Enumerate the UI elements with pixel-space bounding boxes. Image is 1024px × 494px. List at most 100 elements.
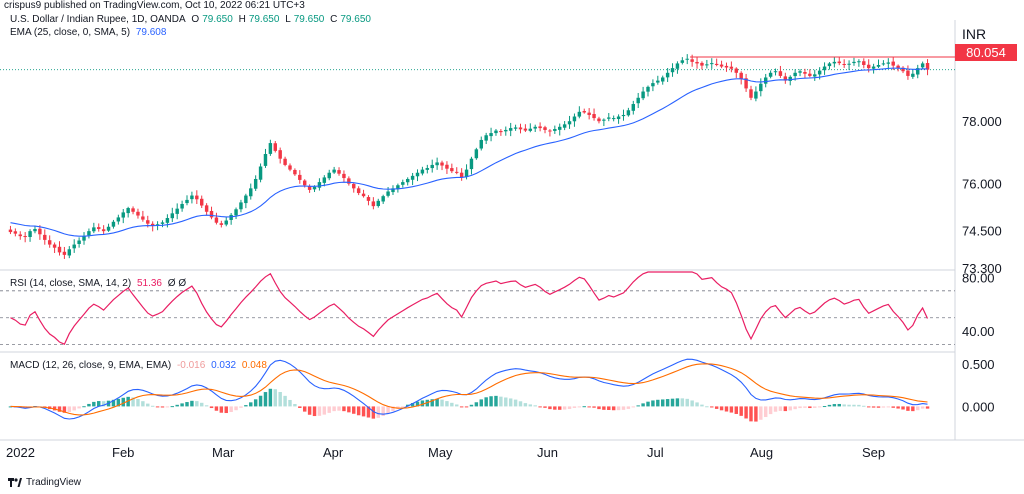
candle-down: [597, 118, 601, 122]
candle-up: [827, 63, 832, 67]
candle-down: [13, 231, 18, 234]
ema-label: EMA (25, close, 0, SMA, 5): [10, 27, 131, 38]
candle-up: [822, 66, 827, 71]
macd-hist-bar: [813, 406, 817, 408]
candle-up: [111, 221, 116, 227]
candle-up: [155, 224, 160, 226]
macd-hist-bar: [155, 406, 160, 408]
macd-hist-bar: [592, 406, 596, 408]
currency-label: INR: [962, 26, 987, 42]
candle-down: [778, 71, 783, 76]
macd-hist-bar: [72, 406, 76, 411]
candle-up: [322, 177, 327, 183]
macd-hist-bar: [778, 406, 783, 411]
candle-down: [543, 127, 547, 130]
macd-hist-bar: [479, 399, 483, 407]
candle-down: [587, 112, 591, 115]
macd-hist-bar: [700, 404, 704, 407]
macd-hist-bar: [116, 398, 121, 407]
macd-hist-bar: [572, 406, 577, 408]
macd-hist-bar: [577, 406, 582, 408]
candle-down: [925, 63, 930, 70]
candle-up: [641, 91, 645, 99]
macd-hist-bar: [165, 406, 170, 408]
macd-hist-bar: [273, 389, 277, 407]
macd-hist-bar: [607, 406, 611, 410]
macd-hist-bar: [62, 406, 67, 413]
candle-up: [670, 68, 675, 73]
candle-up: [857, 61, 861, 63]
macd-hist-bar: [322, 406, 327, 415]
candle-up: [396, 185, 400, 190]
macd-hist-bar: [150, 405, 155, 407]
macd-hist-bar: [906, 406, 910, 411]
candle-up: [621, 114, 626, 117]
macd-hist-bar: [484, 397, 488, 407]
candle-down: [278, 150, 282, 159]
macd-hist-bar: [920, 406, 925, 409]
candle-down: [43, 234, 47, 240]
ema-value: 79.608: [135, 27, 167, 38]
candle-up: [876, 64, 881, 67]
macd-hist-bar: [52, 406, 57, 411]
candle-up: [661, 77, 665, 82]
rsi-line: [10, 271, 929, 345]
candle-down: [862, 61, 866, 65]
macd-hist-bar: [665, 399, 670, 407]
macd-hist-bar: [146, 403, 150, 407]
candle-up: [464, 169, 469, 177]
candle-down: [803, 72, 807, 74]
macd-hist-bar: [469, 404, 474, 407]
candle-down: [219, 223, 224, 225]
macd-hist-bar: [523, 403, 528, 407]
tradingview-logo-icon: [8, 478, 22, 487]
macd-hist-bar: [876, 406, 881, 408]
macd-hist-bar: [783, 406, 788, 412]
macd-hist-bar: [258, 395, 263, 407]
candle-up: [847, 63, 851, 65]
candle-down: [200, 198, 204, 206]
candle-up: [680, 60, 685, 63]
candle-down: [582, 111, 586, 113]
candle-up: [72, 244, 76, 249]
grid-layer: [0, 20, 1024, 441]
candle-up: [239, 202, 243, 210]
candle-down: [101, 229, 106, 232]
candle-up: [185, 199, 189, 204]
candle-up: [768, 72, 773, 77]
candle-up: [489, 133, 493, 137]
tradingview-brand-text: TradingView: [26, 477, 82, 488]
macd-hist-bar: [695, 402, 699, 407]
macd-hist-bar: [651, 400, 655, 407]
macd-hist-bar: [415, 401, 420, 407]
candle-up: [249, 188, 253, 197]
macd-hist-bar: [219, 406, 224, 413]
candle-up: [190, 195, 194, 200]
candle-up: [126, 208, 130, 214]
candle-up: [911, 73, 915, 77]
candle-up: [754, 91, 758, 99]
macd-hist-bar: [82, 406, 86, 408]
candle-down: [214, 217, 219, 223]
macd-hist-bar: [837, 403, 841, 407]
candle-up: [391, 188, 395, 193]
candle-up: [165, 218, 170, 223]
candle-down: [700, 62, 704, 66]
candle-up: [312, 186, 317, 190]
macd-hist-bar: [268, 388, 273, 407]
macd-hist-bar: [170, 406, 175, 408]
macd-hist-bar: [131, 397, 135, 407]
candle-up: [602, 119, 606, 121]
macd-hist-bar: [548, 406, 552, 410]
macd-signal-value: 0.048: [241, 360, 267, 371]
macd-hist-bar: [352, 406, 356, 414]
candle-up: [886, 62, 891, 64]
candle-down: [209, 210, 214, 218]
candle-up: [180, 203, 184, 209]
macd-hist-bar: [842, 404, 846, 407]
high-value: 79.650: [248, 14, 280, 25]
candle-up: [160, 222, 165, 224]
candle-down: [361, 193, 366, 197]
time-tick-label: Jul: [647, 445, 664, 460]
